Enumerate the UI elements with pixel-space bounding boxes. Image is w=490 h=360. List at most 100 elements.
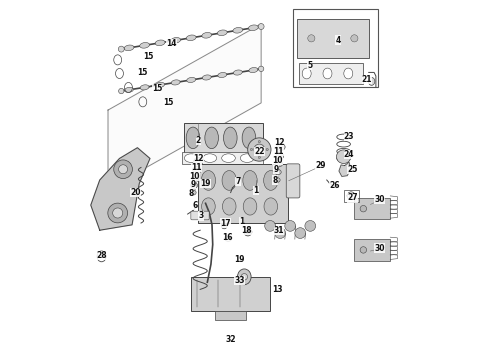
Ellipse shape bbox=[190, 190, 196, 195]
Ellipse shape bbox=[249, 67, 258, 73]
Ellipse shape bbox=[247, 138, 271, 161]
Ellipse shape bbox=[276, 153, 284, 159]
Bar bbox=[191, 277, 270, 311]
Ellipse shape bbox=[184, 154, 198, 162]
Ellipse shape bbox=[242, 127, 256, 149]
Ellipse shape bbox=[241, 274, 247, 280]
Ellipse shape bbox=[156, 82, 165, 87]
Ellipse shape bbox=[155, 40, 165, 46]
Ellipse shape bbox=[274, 178, 280, 182]
Polygon shape bbox=[91, 148, 150, 230]
Text: 10: 10 bbox=[190, 172, 200, 181]
Ellipse shape bbox=[246, 230, 250, 234]
Text: 30: 30 bbox=[374, 244, 385, 253]
Bar bbox=[354, 198, 390, 220]
Ellipse shape bbox=[113, 208, 122, 218]
Ellipse shape bbox=[243, 198, 257, 215]
Text: 15: 15 bbox=[152, 84, 162, 93]
Ellipse shape bbox=[140, 42, 149, 48]
Ellipse shape bbox=[119, 88, 124, 94]
Text: 25: 25 bbox=[347, 165, 358, 174]
Text: 23: 23 bbox=[344, 132, 354, 141]
Text: 14: 14 bbox=[166, 39, 177, 48]
Text: 26: 26 bbox=[329, 181, 340, 190]
Text: 7: 7 bbox=[235, 177, 241, 186]
Text: 9: 9 bbox=[191, 180, 196, 189]
Text: 8: 8 bbox=[272, 176, 277, 185]
Polygon shape bbox=[108, 24, 261, 189]
Text: 15: 15 bbox=[143, 52, 153, 61]
Text: 13: 13 bbox=[272, 285, 283, 294]
Ellipse shape bbox=[337, 150, 351, 163]
Ellipse shape bbox=[244, 228, 252, 236]
Ellipse shape bbox=[205, 127, 219, 149]
Text: 4: 4 bbox=[336, 36, 341, 45]
Text: 18: 18 bbox=[242, 226, 252, 235]
Text: 33: 33 bbox=[234, 276, 245, 285]
Ellipse shape bbox=[222, 198, 236, 215]
Ellipse shape bbox=[171, 37, 180, 43]
Ellipse shape bbox=[223, 127, 237, 149]
FancyBboxPatch shape bbox=[191, 211, 209, 220]
Ellipse shape bbox=[275, 161, 283, 167]
Text: 1: 1 bbox=[253, 186, 258, 195]
Ellipse shape bbox=[254, 144, 265, 155]
Ellipse shape bbox=[302, 68, 311, 79]
Ellipse shape bbox=[201, 171, 216, 190]
Ellipse shape bbox=[218, 30, 227, 36]
Text: 21: 21 bbox=[362, 75, 372, 84]
Ellipse shape bbox=[218, 72, 227, 78]
Ellipse shape bbox=[308, 35, 315, 42]
Ellipse shape bbox=[351, 35, 358, 42]
Ellipse shape bbox=[187, 77, 196, 82]
Ellipse shape bbox=[192, 174, 199, 181]
Ellipse shape bbox=[171, 80, 180, 85]
Text: 5: 5 bbox=[307, 61, 312, 70]
Text: 29: 29 bbox=[315, 161, 325, 170]
Ellipse shape bbox=[114, 160, 132, 179]
Ellipse shape bbox=[221, 223, 227, 229]
Polygon shape bbox=[339, 162, 351, 176]
Text: 11: 11 bbox=[273, 147, 284, 156]
Text: 10: 10 bbox=[272, 156, 283, 165]
Text: 8: 8 bbox=[189, 189, 194, 198]
Ellipse shape bbox=[203, 154, 217, 162]
Ellipse shape bbox=[202, 75, 211, 80]
Text: 32: 32 bbox=[225, 335, 236, 344]
Text: 20: 20 bbox=[130, 188, 141, 197]
Ellipse shape bbox=[240, 154, 254, 162]
Ellipse shape bbox=[368, 77, 375, 85]
Ellipse shape bbox=[360, 206, 367, 212]
Ellipse shape bbox=[221, 154, 235, 162]
Ellipse shape bbox=[119, 165, 127, 174]
Text: 16: 16 bbox=[222, 233, 232, 242]
Text: 11: 11 bbox=[191, 163, 202, 172]
Bar bbox=[294, 9, 378, 87]
Text: 3: 3 bbox=[198, 211, 204, 220]
Ellipse shape bbox=[233, 70, 242, 75]
Text: 19: 19 bbox=[200, 179, 211, 188]
Ellipse shape bbox=[258, 23, 264, 30]
Text: 12: 12 bbox=[274, 138, 284, 147]
Text: 6: 6 bbox=[192, 201, 197, 210]
Ellipse shape bbox=[191, 183, 197, 188]
Text: 17: 17 bbox=[220, 219, 231, 228]
Ellipse shape bbox=[266, 148, 269, 150]
Ellipse shape bbox=[194, 157, 203, 165]
Ellipse shape bbox=[264, 171, 278, 190]
Text: 19: 19 bbox=[234, 255, 245, 264]
Text: 28: 28 bbox=[96, 251, 107, 260]
Ellipse shape bbox=[222, 171, 236, 190]
Text: 2: 2 bbox=[196, 136, 201, 145]
Ellipse shape bbox=[186, 35, 196, 41]
Bar bbox=[299, 63, 364, 84]
Ellipse shape bbox=[238, 269, 251, 285]
Ellipse shape bbox=[258, 140, 260, 143]
Ellipse shape bbox=[108, 203, 127, 223]
Bar bbox=[343, 190, 359, 202]
Text: 27: 27 bbox=[347, 193, 358, 202]
Text: 1: 1 bbox=[239, 217, 244, 226]
Ellipse shape bbox=[264, 198, 278, 215]
Ellipse shape bbox=[201, 198, 215, 215]
Bar bbox=[215, 311, 246, 320]
